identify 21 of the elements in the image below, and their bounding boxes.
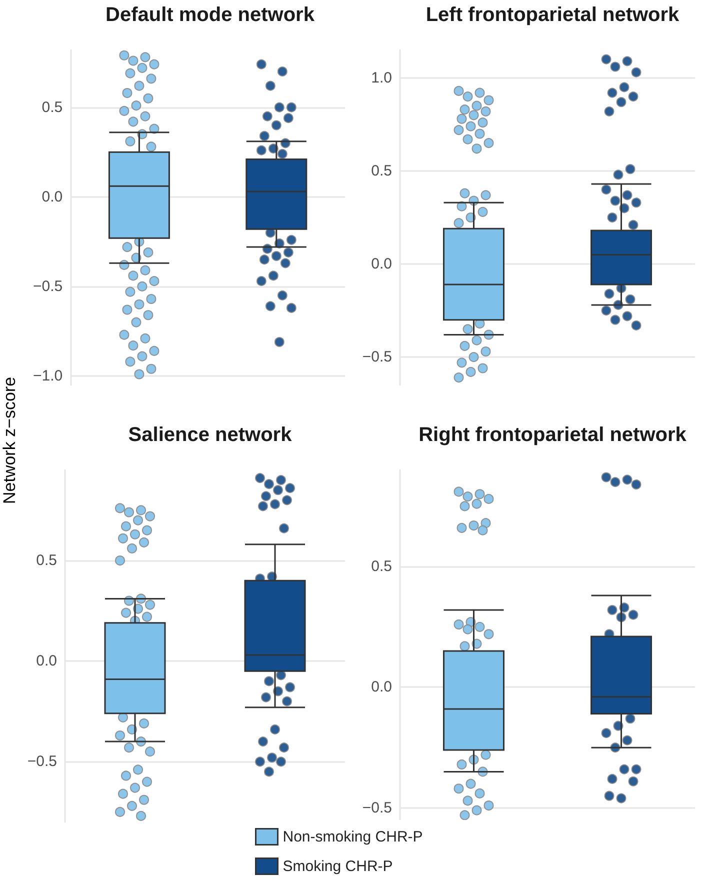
y-tick-label: 0.5: [371, 558, 392, 576]
y-tick-label: −0.5: [32, 278, 63, 295]
y-tick-label: −0.5: [362, 348, 392, 366]
y-tick-label: 0.0: [42, 188, 63, 206]
chart-title: Salience network: [128, 424, 293, 446]
y-tick-label: 0.0: [371, 678, 392, 696]
y-tick-label: 0.5: [36, 552, 57, 570]
y-tick-label: −1.0: [32, 368, 63, 385]
legend-label: Non-smoking CHR-P: [282, 828, 423, 846]
y-tick-label: 0.0: [36, 652, 57, 670]
y-tick-label: 0.5: [371, 162, 392, 180]
y-tick-label: −0.5: [27, 753, 57, 770]
y-tick-label: −0.5: [362, 799, 392, 816]
y-tick-label: 1.0: [371, 69, 392, 86]
chart-title: Default mode network: [106, 4, 316, 26]
chart-title: Left frontoparietal network: [426, 4, 680, 26]
y-tick-label: 0.5: [42, 98, 63, 116]
legend-label: Smoking CHR-P: [282, 858, 393, 875]
y-tick-label: 0.0: [371, 256, 392, 273]
y-axis-title: Network z−score: [0, 375, 20, 506]
chart-title: Right frontoparietal network: [418, 424, 688, 446]
